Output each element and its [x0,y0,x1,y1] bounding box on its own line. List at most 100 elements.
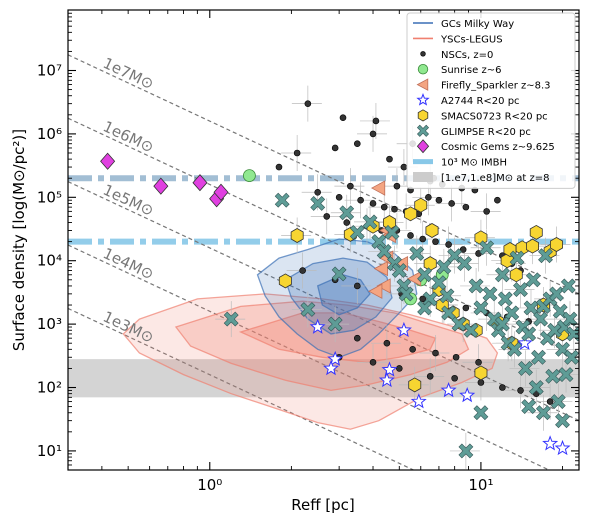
point-a2744-r-20-pc [327,350,344,366]
point-nscs-z-0 [314,188,321,196]
legend-item: 10³ M⊙ IMBH [413,158,507,169]
legend-label: Firefly_Sparkler z~8.3 [441,81,551,92]
point-nscs-z-0 [343,219,351,226]
point-a2744-r-20-pc [542,435,559,451]
point-glimpse-r-20-pc [391,263,407,278]
point-firefly-sparkler-z-8-3 [373,260,388,277]
legend-marker-icon [417,63,429,75]
point-nscs-z-0 [293,149,301,157]
point-nscs-z-0 [546,398,554,405]
point-glimpse-r-20-pc [376,243,392,259]
point-glimpse-r-20-pc [528,380,544,395]
legend-marker-icon [416,139,430,154]
y-tick-label: 10³ [37,315,62,333]
mass-line-label: 1e5M⊙ [100,181,156,220]
point-nscs-z-0 [347,182,354,190]
y-tick-label: 10⁵ [37,188,62,206]
legend-label: Cosmic Gems z~9.625 [441,142,555,153]
mass-line-label: 1e7M⊙ [100,54,156,93]
point-glimpse-r-20-pc [494,267,510,283]
legend-label: 10³ M⊙ IMBH [441,158,507,169]
legend-marker-icon [416,78,429,91]
point-nscs-z-0 [369,200,377,207]
mass-line [68,54,579,295]
point-nscs-z-0 [462,203,470,211]
point-glimpse-r-20-pc [535,405,551,421]
point-nscs-z-0 [419,295,427,303]
point-glimpse-r-20-pc [513,282,528,298]
point-smacs0723-r-20-pc [414,197,428,213]
point-smacs0723-r-20-pc [425,223,439,238]
point-glimpse-r-20-pc [331,266,347,282]
point-glimpse-r-20-pc [497,291,513,307]
point-a2744-r-20-pc [459,387,476,403]
point-glimpse-r-20-pc [549,286,564,302]
point-glimpse-r-20-pc [473,405,489,421]
mass-line-label: 1e4M⊙ [100,244,156,283]
point-glimpse-r-20-pc [525,272,541,288]
legend-label: NSCs, z=0 [441,50,493,61]
point-glimpse-r-20-pc [545,368,561,384]
point-glimpse-r-20-pc [531,349,546,365]
point-firefly-sparkler-z-8-3 [376,278,391,294]
point-nscs-z-0 [475,358,482,366]
point-nscs-z-0 [383,339,391,347]
point-glimpse-r-20-pc [509,250,525,266]
point-cosmic-gems-z-9-625 [192,174,208,192]
point-nscs-z-0 [432,349,439,357]
mass-line [68,244,551,470]
point-nscs-z-0 [391,205,398,213]
mass-line-layer [68,54,579,470]
point-nscs-z-0 [353,282,361,290]
legend-item: Firefly_Sparkler z~8.3 [416,78,551,92]
y-tick-label: 10¹ [37,442,62,460]
legend-marker-icon [416,124,430,137]
point-nscs-z-0 [335,194,343,201]
legend-label: SMACS0723 R<20 pc [441,111,548,122]
legend-item: A2744 R<20 pc [416,92,520,107]
point-nscs-z-0 [380,203,388,211]
point-nscs-z-0 [459,246,467,253]
y-tick-label: 10⁶ [37,125,62,143]
legend-marker-icon [416,92,430,106]
point-glimpse-r-20-pc [436,259,452,275]
point-glimpse-r-20-pc [473,300,489,316]
point-nscs-z-0 [425,194,432,201]
point-cosmic-gems-z-9-625 [100,152,116,170]
point-glimpse-r-20-pc [550,394,566,410]
point-glimpse-r-20-pc [417,300,433,316]
legend-item: SMACS0723 R<20 pc [417,109,548,122]
point-nscs-z-0 [517,387,524,394]
legend-item: GCs Milky Way [413,19,514,30]
point-glimpse-r-20-pc [223,311,239,327]
point-a2744-r-20-pc [381,361,398,377]
point-nscs-z-0 [419,235,427,243]
legend-item: YSCs-LEGUS [413,34,503,45]
legend-marker-icon [420,51,426,57]
point-glimpse-r-20-pc [555,413,570,429]
point-glimpse-r-20-pc [547,322,563,338]
point-glimpse-r-20-pc [538,248,553,264]
legend-marker-icon [417,109,429,122]
y-tick-label: 10² [37,379,62,397]
point-glimpse-r-20-pc [362,214,378,230]
point-glimpse-r-20-pc [310,195,326,211]
point-glimpse-r-20-pc [479,240,495,256]
point-smacs0723-r-20-pc [550,237,563,252]
point-glimpse-r-20-pc [463,322,479,338]
point-glimpse-r-20-pc [558,367,574,383]
legend-item: [1.e7,1.e8]M⊙ at z=8 [413,172,550,184]
point-glimpse-r-20-pc [431,275,447,291]
point-glimpse-r-20-pc [384,224,400,240]
point-nscs-z-0 [339,114,347,122]
point-nscs-z-0 [400,163,408,171]
legend-item: Sunrise z~6 [417,63,501,76]
point-a2744-r-20-pc [516,334,533,351]
point-nscs-z-0 [435,196,443,204]
point-nscs-z-0 [369,358,377,366]
mass-line [68,181,579,422]
point-nscs-z-0 [323,213,331,220]
mass-line-label: 1e6M⊙ [100,117,156,156]
point-a2744-r-20-pc [410,393,427,409]
